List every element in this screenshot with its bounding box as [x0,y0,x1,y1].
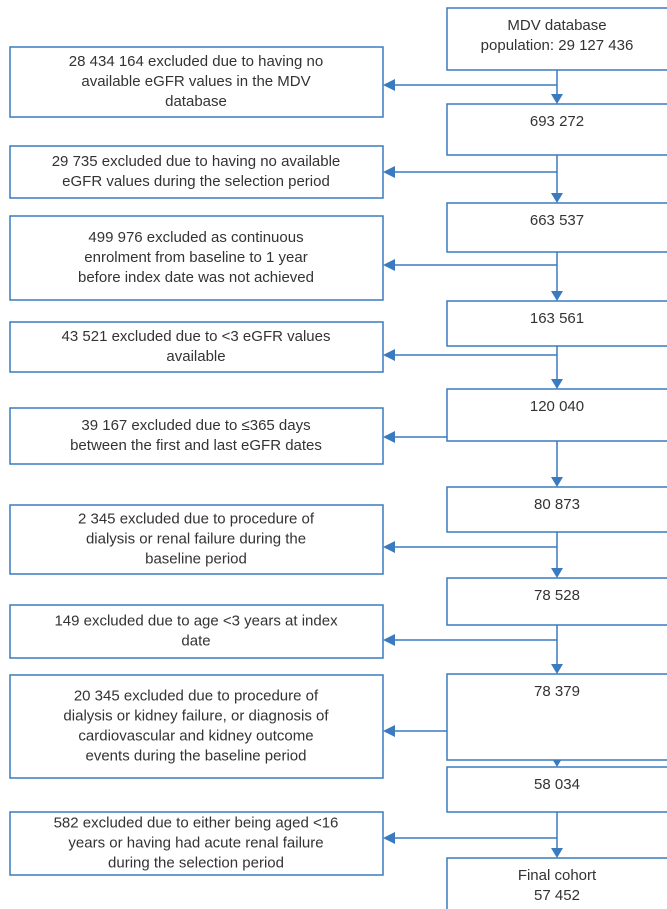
count-box [446,673,667,761]
box-text: 663 537 [530,212,584,229]
box-text: 57 452 [534,887,580,904]
box-text: 582 excluded due to either being aged <1… [54,814,339,831]
box-text: population: 29 127 436 [481,37,634,54]
box-text: during the selection period [108,854,284,871]
box-text: 2 345 excluded due to procedure of [78,510,315,527]
box-text: before index date was not achieved [78,269,314,286]
box-text: 28 434 164 excluded due to having no [69,53,323,70]
box-text: enrolment from baseline to 1 year [84,249,307,266]
arrowhead [551,664,563,674]
arrowhead [551,848,563,858]
exclusion-box [9,46,384,118]
box-text: date [181,632,210,649]
count-box [446,103,667,156]
exclusion-box [9,674,384,779]
arrowhead [383,349,395,361]
box-text: 78 528 [534,587,580,604]
count-box [446,202,667,253]
exclusion-box [9,811,384,876]
box-text: cardiovascular and kidney outcome [78,727,313,744]
box-text: between the first and last eGFR dates [70,437,322,454]
arrowhead [551,568,563,578]
exclusion-box [9,407,384,465]
count-box [446,486,667,533]
arrowhead [383,259,395,271]
count-box [446,766,667,813]
box-text: 693 272 [530,113,584,130]
count-box [446,577,667,626]
exclusion-box [9,215,384,301]
box-text: baseline period [145,550,247,567]
arrowhead [551,94,563,104]
arrowhead [551,291,563,301]
box-text: events during the baseline period [86,747,307,764]
count-box [446,7,667,71]
box-text: 80 873 [534,496,580,513]
box-text: 149 excluded due to age <3 years at inde… [54,612,338,629]
count-box [446,857,667,909]
box-text: Final cohort [518,867,597,884]
box-text: MDV database [507,17,606,34]
box-text: 39 167 excluded due to ≤365 days [81,417,310,434]
box-text: 43 521 excluded due to <3 eGFR values [62,328,331,345]
box-text: available [166,348,225,365]
box-text: 20 345 excluded due to procedure of [74,687,319,704]
box-text: 29 735 excluded due to having no availab… [52,153,341,170]
arrowhead [551,193,563,203]
exclusion-box [9,145,384,199]
box-text: eGFR values during the selection period [62,173,330,190]
box-text: 58 034 [534,776,580,793]
count-box [446,300,667,347]
box-text: years or having had acute renal failure [68,834,323,851]
arrowhead [551,379,563,389]
arrowhead [383,79,395,91]
box-text: dialysis or kidney failure, or diagnosis… [63,707,329,724]
box-text: dialysis or renal failure during the [86,530,306,547]
arrowhead [383,634,395,646]
box-text: 499 976 excluded as continuous [88,229,303,246]
count-box [446,388,667,442]
box-text: available eGFR values in the MDV [81,73,310,90]
arrowhead [383,166,395,178]
arrowhead [551,477,563,487]
exclusion-box [9,604,384,659]
exclusion-box [9,504,384,575]
arrowhead [383,725,395,737]
box-text: 163 561 [530,310,584,327]
box-text: 120 040 [530,398,584,415]
arrowhead [383,431,395,443]
box-text: database [165,93,227,110]
arrowhead [383,541,395,553]
box-text: 78 379 [534,683,580,700]
arrowhead [383,832,395,844]
exclusion-box [9,321,384,373]
